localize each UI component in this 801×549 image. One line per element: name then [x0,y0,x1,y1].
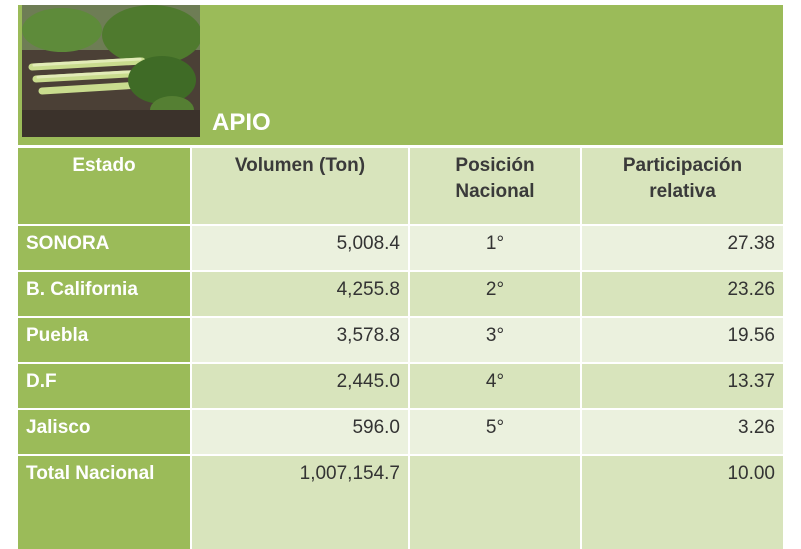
table-cell: 23.26 [582,272,783,316]
table-cell [410,456,580,549]
table: Estado Volumen (Ton) Posición Nacional Part… [18,148,783,549]
table-cell: 2,445.0 [192,364,408,408]
table-cell: 5° [410,410,580,454]
table-cell: 5,008.4 [192,226,408,270]
table-cell: 3,578.8 [192,318,408,362]
column-header: Estado [18,148,190,224]
row-header: D.F [18,364,190,408]
celery-photo [22,5,200,137]
table-cell: 10.00 [582,456,783,549]
row-header: SONORA [18,226,190,270]
table-cell: 4° [410,364,580,408]
row-header: Puebla [18,318,190,362]
table-cell: 3° [410,318,580,362]
table-cell: 2° [410,272,580,316]
row-header: B. California [18,272,190,316]
table-cell: 3.26 [582,410,783,454]
table-cell: 596.0 [192,410,408,454]
table-cell: 1,007,154.7 [192,456,408,549]
column-header: Volumen (Ton) [192,148,408,224]
banner: APIO [18,5,783,145]
column-header: Posición Nacional [410,148,580,224]
row-header: Jalisco [18,410,190,454]
column-header: Participación relativa [582,148,783,224]
table-cell: 4,255.8 [192,272,408,316]
table-cell: 27.38 [582,226,783,270]
table-cell: 1° [410,226,580,270]
title: APIO [212,109,271,136]
table-cell: 13.37 [582,364,783,408]
row-header: Total Nacional [18,456,190,549]
table-cell: 19.56 [582,318,783,362]
